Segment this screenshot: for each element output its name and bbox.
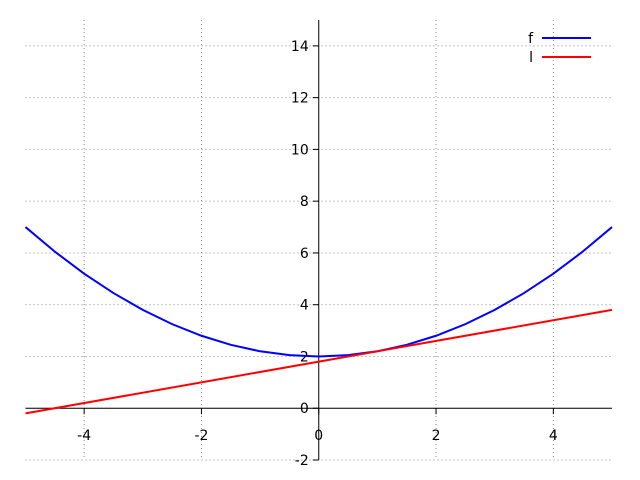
tick-labels: -2 0 2 4 6 8 10 12 14 -4 -2 0 2 4 [77, 39, 558, 469]
y-tick-label: 6 [300, 246, 309, 262]
legend: fl [528, 31, 591, 66]
series-line-f [24, 226, 613, 358]
series-line-l [25, 308, 613, 415]
y-tick-label: 8 [300, 194, 309, 210]
y-tick-label: 0 [300, 401, 309, 417]
axes [25, 20, 612, 461]
series-lines [24, 226, 613, 415]
y-tick-label: 10 [291, 142, 309, 158]
legend-label: l [529, 50, 533, 66]
y-tick-label: 12 [291, 91, 309, 107]
y-tick-label: 14 [291, 39, 309, 55]
x-tick-label: 0 [314, 428, 323, 444]
x-tick-label: -4 [77, 428, 91, 444]
x-tick-label: -2 [194, 428, 208, 444]
y-tick-label: 2 [300, 349, 309, 365]
x-tick-label: 4 [549, 428, 558, 444]
x-tick-label: 2 [432, 428, 441, 444]
legend-label: f [528, 31, 534, 47]
y-tick-label: 4 [300, 298, 309, 314]
y-tick-label: -2 [295, 453, 309, 469]
